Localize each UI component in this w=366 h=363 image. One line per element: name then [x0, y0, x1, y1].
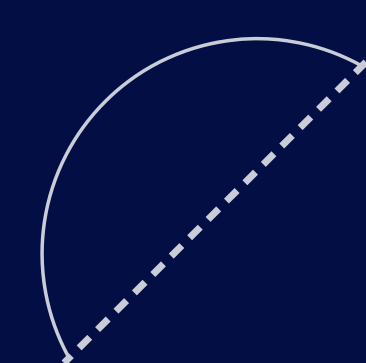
dashed-diameter-line [61, 59, 366, 363]
semicircle-arc [40, 36, 363, 357]
